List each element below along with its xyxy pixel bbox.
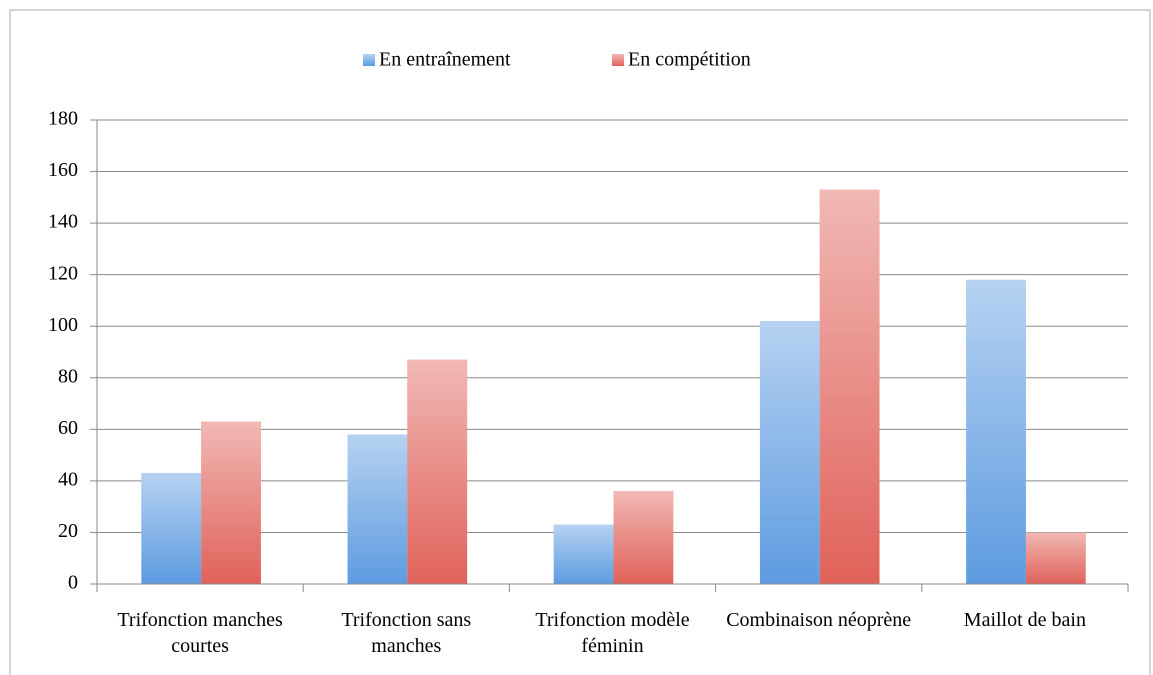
y-tick-label: 160 <box>48 159 78 181</box>
y-tick-label: 80 <box>58 365 78 387</box>
bar-shine <box>141 473 202 584</box>
x-tick-label: Maillot de bain <box>963 609 1086 631</box>
bar-shine <box>407 359 468 584</box>
bar-shine <box>759 321 820 584</box>
y-tick-label: 60 <box>58 417 78 439</box>
legend-label: En compétition <box>628 49 751 71</box>
y-tick-label: 180 <box>48 108 78 130</box>
y-tick-label: 120 <box>48 262 78 284</box>
bar-shine <box>613 491 674 584</box>
y-tick-label: 0 <box>68 572 78 594</box>
y-tick-label: 100 <box>48 314 78 336</box>
x-tick-label: Trifonction manches courtes <box>117 609 283 657</box>
bar-shine <box>1025 532 1086 584</box>
bar-shine <box>966 279 1026 584</box>
frame <box>9 9 1151 675</box>
y-tick-label: 140 <box>48 211 78 233</box>
legend-swatch-shine <box>612 54 624 66</box>
x-tick-label: Combinaison néoprène <box>726 609 912 631</box>
bar-shine <box>553 524 614 584</box>
bar-shine <box>347 434 408 584</box>
y-tick-label: 20 <box>58 520 78 542</box>
y-tick-label: 40 <box>58 468 78 490</box>
legend-label: En entraînement <box>379 49 511 71</box>
bar-shine <box>819 189 880 584</box>
x-tick-label: Trifonction modèle féminin <box>535 609 690 657</box>
legend-swatch-shine <box>363 54 375 66</box>
x-tick-label: Trifonction sans manches <box>341 609 472 657</box>
bar-shine <box>201 421 261 584</box>
